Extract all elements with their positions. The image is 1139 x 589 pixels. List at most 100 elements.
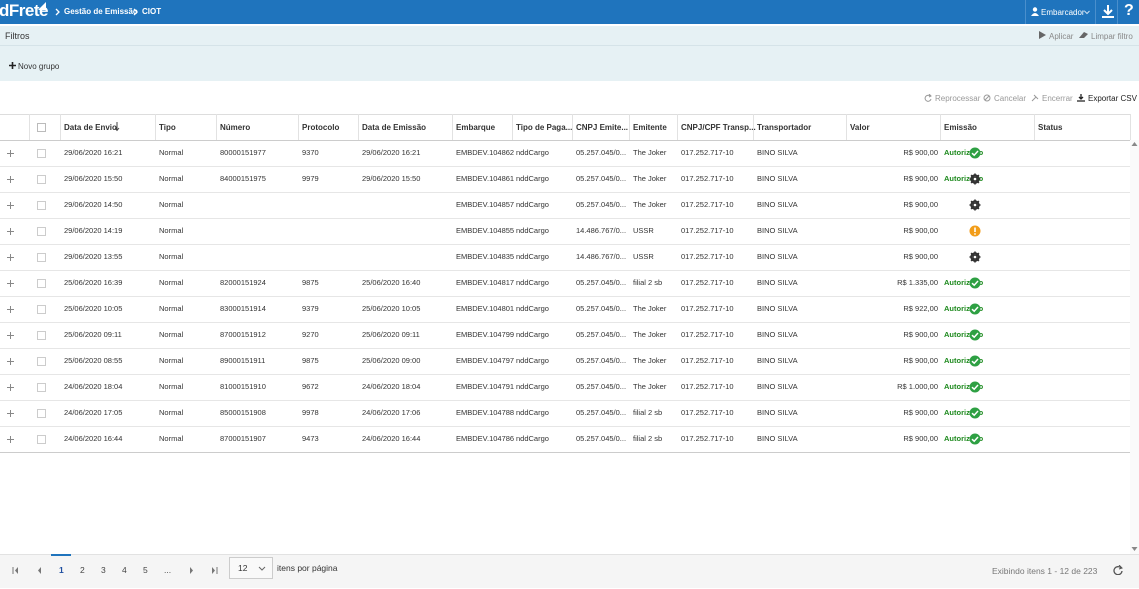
table-cell: 82000151924	[220, 278, 266, 287]
clear-filter-button[interactable]: Limpar filtro	[1091, 32, 1133, 41]
toolbar-button[interactable]: Reprocessar	[935, 94, 980, 103]
expand-row-button[interactable]	[7, 436, 14, 443]
divider	[1025, 0, 1026, 24]
logo-mark	[38, 2, 47, 10]
row-checkbox[interactable]	[37, 253, 46, 262]
table-cell: 9978	[302, 408, 319, 417]
column-header[interactable]: Tipo	[159, 123, 176, 132]
download-button[interactable]	[1101, 5, 1115, 19]
page-link[interactable]: ...	[164, 565, 171, 575]
column-header[interactable]: Tipo de Paga...	[516, 123, 572, 132]
row-checkbox[interactable]	[37, 279, 46, 288]
toolbar-icon	[1077, 94, 1086, 103]
page-link[interactable]: 2	[80, 565, 85, 575]
expand-row-button[interactable]	[7, 384, 14, 391]
table-cell: Normal	[159, 200, 183, 209]
toolbar-button[interactable]: Cancelar	[994, 94, 1026, 103]
expand-row-button[interactable]	[7, 306, 14, 313]
refresh-button[interactable]	[1113, 565, 1123, 575]
table-cell: 24/06/2020 16:44	[64, 434, 122, 443]
toolbar-icon	[983, 94, 992, 103]
expand-row-button[interactable]	[7, 228, 14, 235]
page-size-select[interactable]	[229, 557, 273, 579]
row-checkbox[interactable]	[37, 409, 46, 418]
table-cell: EMBDEV.104797	[456, 356, 514, 365]
column-header[interactable]: Status	[1038, 123, 1062, 132]
apply-button[interactable]: Aplicar	[1049, 32, 1073, 41]
column-header[interactable]: Emissão	[944, 123, 977, 132]
breadcrumb[interactable]: Gestão de Emissão	[64, 7, 138, 16]
table-cell: 24/06/2020 17:05	[64, 408, 122, 417]
column-header[interactable]: Número	[220, 123, 250, 132]
column-header[interactable]: Transportador	[757, 123, 811, 132]
table-cell: 017.252.717-10	[681, 252, 734, 261]
emission-icon	[969, 199, 981, 211]
table-cell: Normal	[159, 174, 183, 183]
table-cell: 05.257.045/0...	[576, 174, 626, 183]
header-bottom-border	[0, 140, 1130, 141]
new-group-button[interactable]: Novo grupo	[18, 62, 59, 71]
table-cell: R$ 900,00	[850, 226, 938, 235]
expand-row-button[interactable]	[7, 410, 14, 417]
toolbar-button[interactable]: Encerrar	[1042, 94, 1073, 103]
column-header[interactable]: Data de Envio	[64, 123, 117, 132]
toolbar-button[interactable]: Exportar CSV	[1088, 94, 1137, 103]
column-header[interactable]: Valor	[850, 123, 870, 132]
expand-row-button[interactable]	[7, 176, 14, 183]
expand-row-button[interactable]	[7, 202, 14, 209]
divider	[1095, 0, 1096, 24]
row-checkbox[interactable]	[37, 331, 46, 340]
user-menu[interactable]: Embarcador	[1041, 8, 1085, 17]
table-cell: Normal	[159, 252, 183, 261]
column-header[interactable]: CNPJ Emite...	[576, 123, 628, 132]
row-checkbox[interactable]	[37, 305, 46, 314]
pager-arrow[interactable]	[210, 567, 218, 574]
pager-arrow[interactable]	[35, 567, 43, 574]
expand-row-button[interactable]	[7, 254, 14, 261]
page-link[interactable]: 1	[59, 565, 64, 575]
pager-arrow[interactable]	[188, 567, 196, 574]
row-checkbox[interactable]	[37, 149, 46, 158]
column-header[interactable]: Data de Emissão	[362, 123, 426, 132]
column-header[interactable]: Emitente	[633, 123, 667, 132]
table-row	[0, 244, 1130, 245]
row-checkbox[interactable]	[37, 357, 46, 366]
table-cell: BINO SILVA	[757, 148, 798, 157]
pager-arrow[interactable]	[12, 567, 20, 574]
row-checkbox[interactable]	[37, 383, 46, 392]
scroll-down	[1131, 546, 1138, 552]
table-cell: 29/06/2020 15:50	[362, 174, 420, 183]
column-divider	[846, 114, 847, 140]
table-cell: 25/06/2020 16:39	[64, 278, 122, 287]
row-checkbox[interactable]	[37, 201, 46, 210]
column-header[interactable]: Embarque	[456, 123, 495, 132]
page-link[interactable]: 4	[122, 565, 127, 575]
row-checkbox[interactable]	[37, 175, 46, 184]
divider	[1117, 0, 1118, 24]
table-cell: Normal	[159, 304, 183, 313]
column-divider	[155, 114, 156, 140]
table-cell: R$ 1.335,00	[850, 278, 938, 287]
table-cell: The Joker	[633, 382, 666, 391]
row-checkbox[interactable]	[37, 435, 46, 444]
row-checkbox[interactable]	[37, 227, 46, 236]
header-checkbox[interactable]	[37, 123, 46, 132]
table-cell: 9370	[302, 148, 319, 157]
table-cell: 05.257.045/0...	[576, 408, 626, 417]
page-link[interactable]: 3	[101, 565, 106, 575]
toolbar-icon	[924, 94, 933, 103]
expand-row-button[interactable]	[7, 150, 14, 157]
column-header[interactable]: CNPJ/CPF Transp...	[681, 123, 756, 132]
column-header[interactable]: Protocolo	[302, 123, 339, 132]
help-button[interactable]: ?	[1124, 2, 1134, 20]
expand-row-button[interactable]	[7, 358, 14, 365]
page-link[interactable]: 5	[143, 565, 148, 575]
select-caret	[258, 566, 266, 572]
expand-row-button[interactable]	[7, 332, 14, 339]
table-cell: filial 2 sb	[633, 278, 662, 287]
breadcrumb[interactable]: CIOT	[142, 7, 161, 16]
table-row	[0, 270, 1130, 271]
table-cell: 25/06/2020 08:55	[64, 356, 122, 365]
expand-row-button[interactable]	[7, 280, 14, 287]
